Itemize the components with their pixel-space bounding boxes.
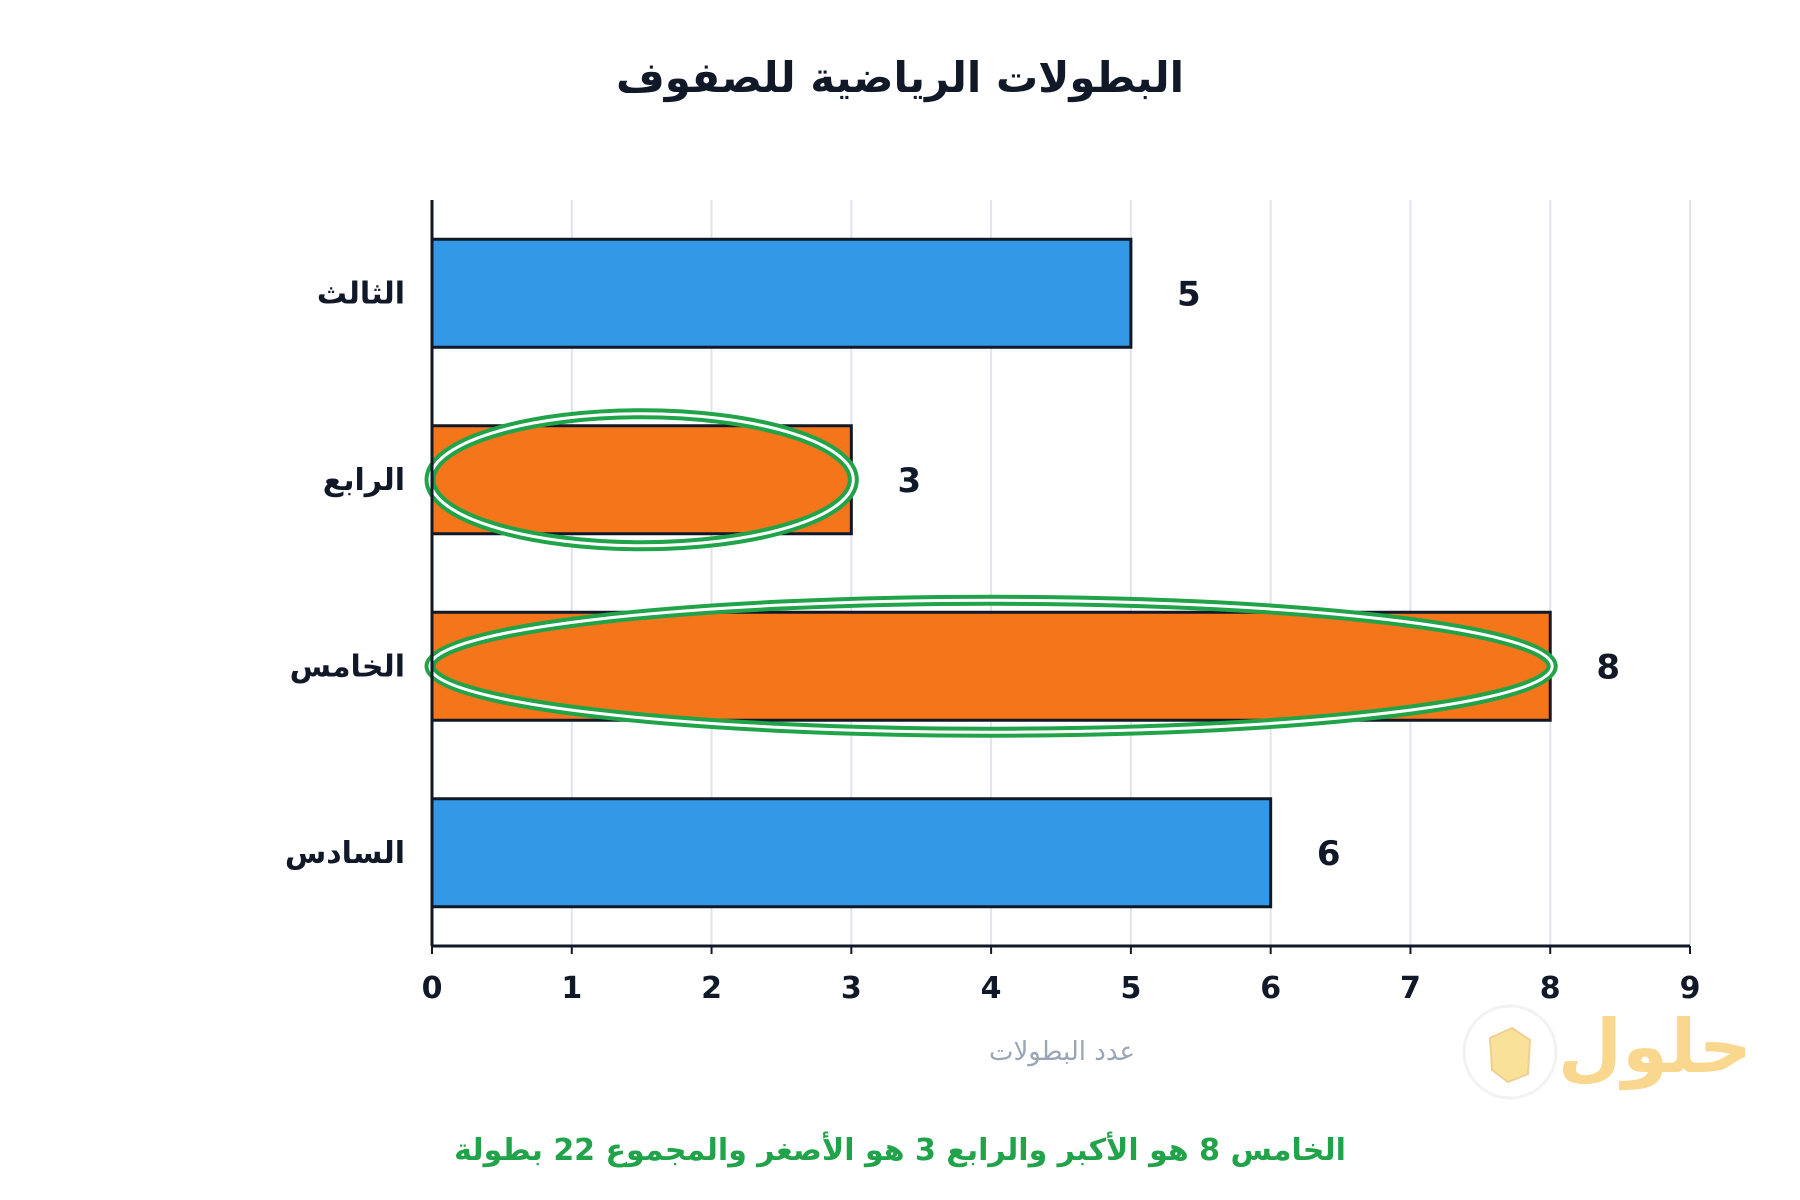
- chart-title: البطولات الرياضية للصفوف: [616, 53, 1184, 103]
- data-label: 5: [1177, 274, 1201, 314]
- watermark-text: حلول: [1558, 1004, 1752, 1091]
- x-tick-label: 7: [1400, 971, 1421, 1006]
- x-tick-label: 8: [1540, 971, 1561, 1006]
- category-label: السادس: [285, 836, 405, 871]
- data-label: 6: [1317, 834, 1341, 874]
- highlight-ring-inner: [428, 598, 1554, 734]
- category-label: الرابع: [323, 463, 405, 498]
- category-label: الثالث: [317, 276, 405, 311]
- x-tick-label: 6: [1260, 971, 1281, 1006]
- annotation-text: الخامس 8 هو الأكبر والرابع 3 هو الأصغر و…: [454, 1131, 1346, 1168]
- x-axis-title: عدد البطولات: [989, 1037, 1135, 1067]
- book-icon-shape: [1488, 1026, 1532, 1084]
- x-tick-label: 5: [1120, 971, 1141, 1006]
- x-tick-label: 2: [701, 971, 722, 1006]
- axes: [430, 200, 1691, 954]
- labels: 0 1 2 3 4 5 6 7 8 9 5 الثالث 3 الرابع 8 الخامس 6 السادس: [285, 274, 1701, 1006]
- watermark-logo: حلول: [1462, 1004, 1752, 1100]
- x-tick-label: 4: [981, 971, 1002, 1006]
- x-tick-label: 3: [841, 971, 862, 1006]
- data-label: 8: [1596, 647, 1620, 687]
- x-tick-label: 9: [1680, 971, 1701, 1006]
- bar: [430, 424, 853, 536]
- data-label: 3: [897, 461, 921, 501]
- bars: [430, 237, 1552, 909]
- highlight-rings: [424, 408, 1558, 738]
- bar: [430, 797, 1273, 909]
- x-tick-label: 0: [422, 971, 443, 1006]
- highlight-ring-inner: [428, 412, 855, 548]
- category-label: الخامس: [290, 649, 405, 684]
- bar: [430, 237, 1133, 349]
- x-tick-label: 1: [561, 971, 582, 1006]
- bar: [430, 610, 1552, 722]
